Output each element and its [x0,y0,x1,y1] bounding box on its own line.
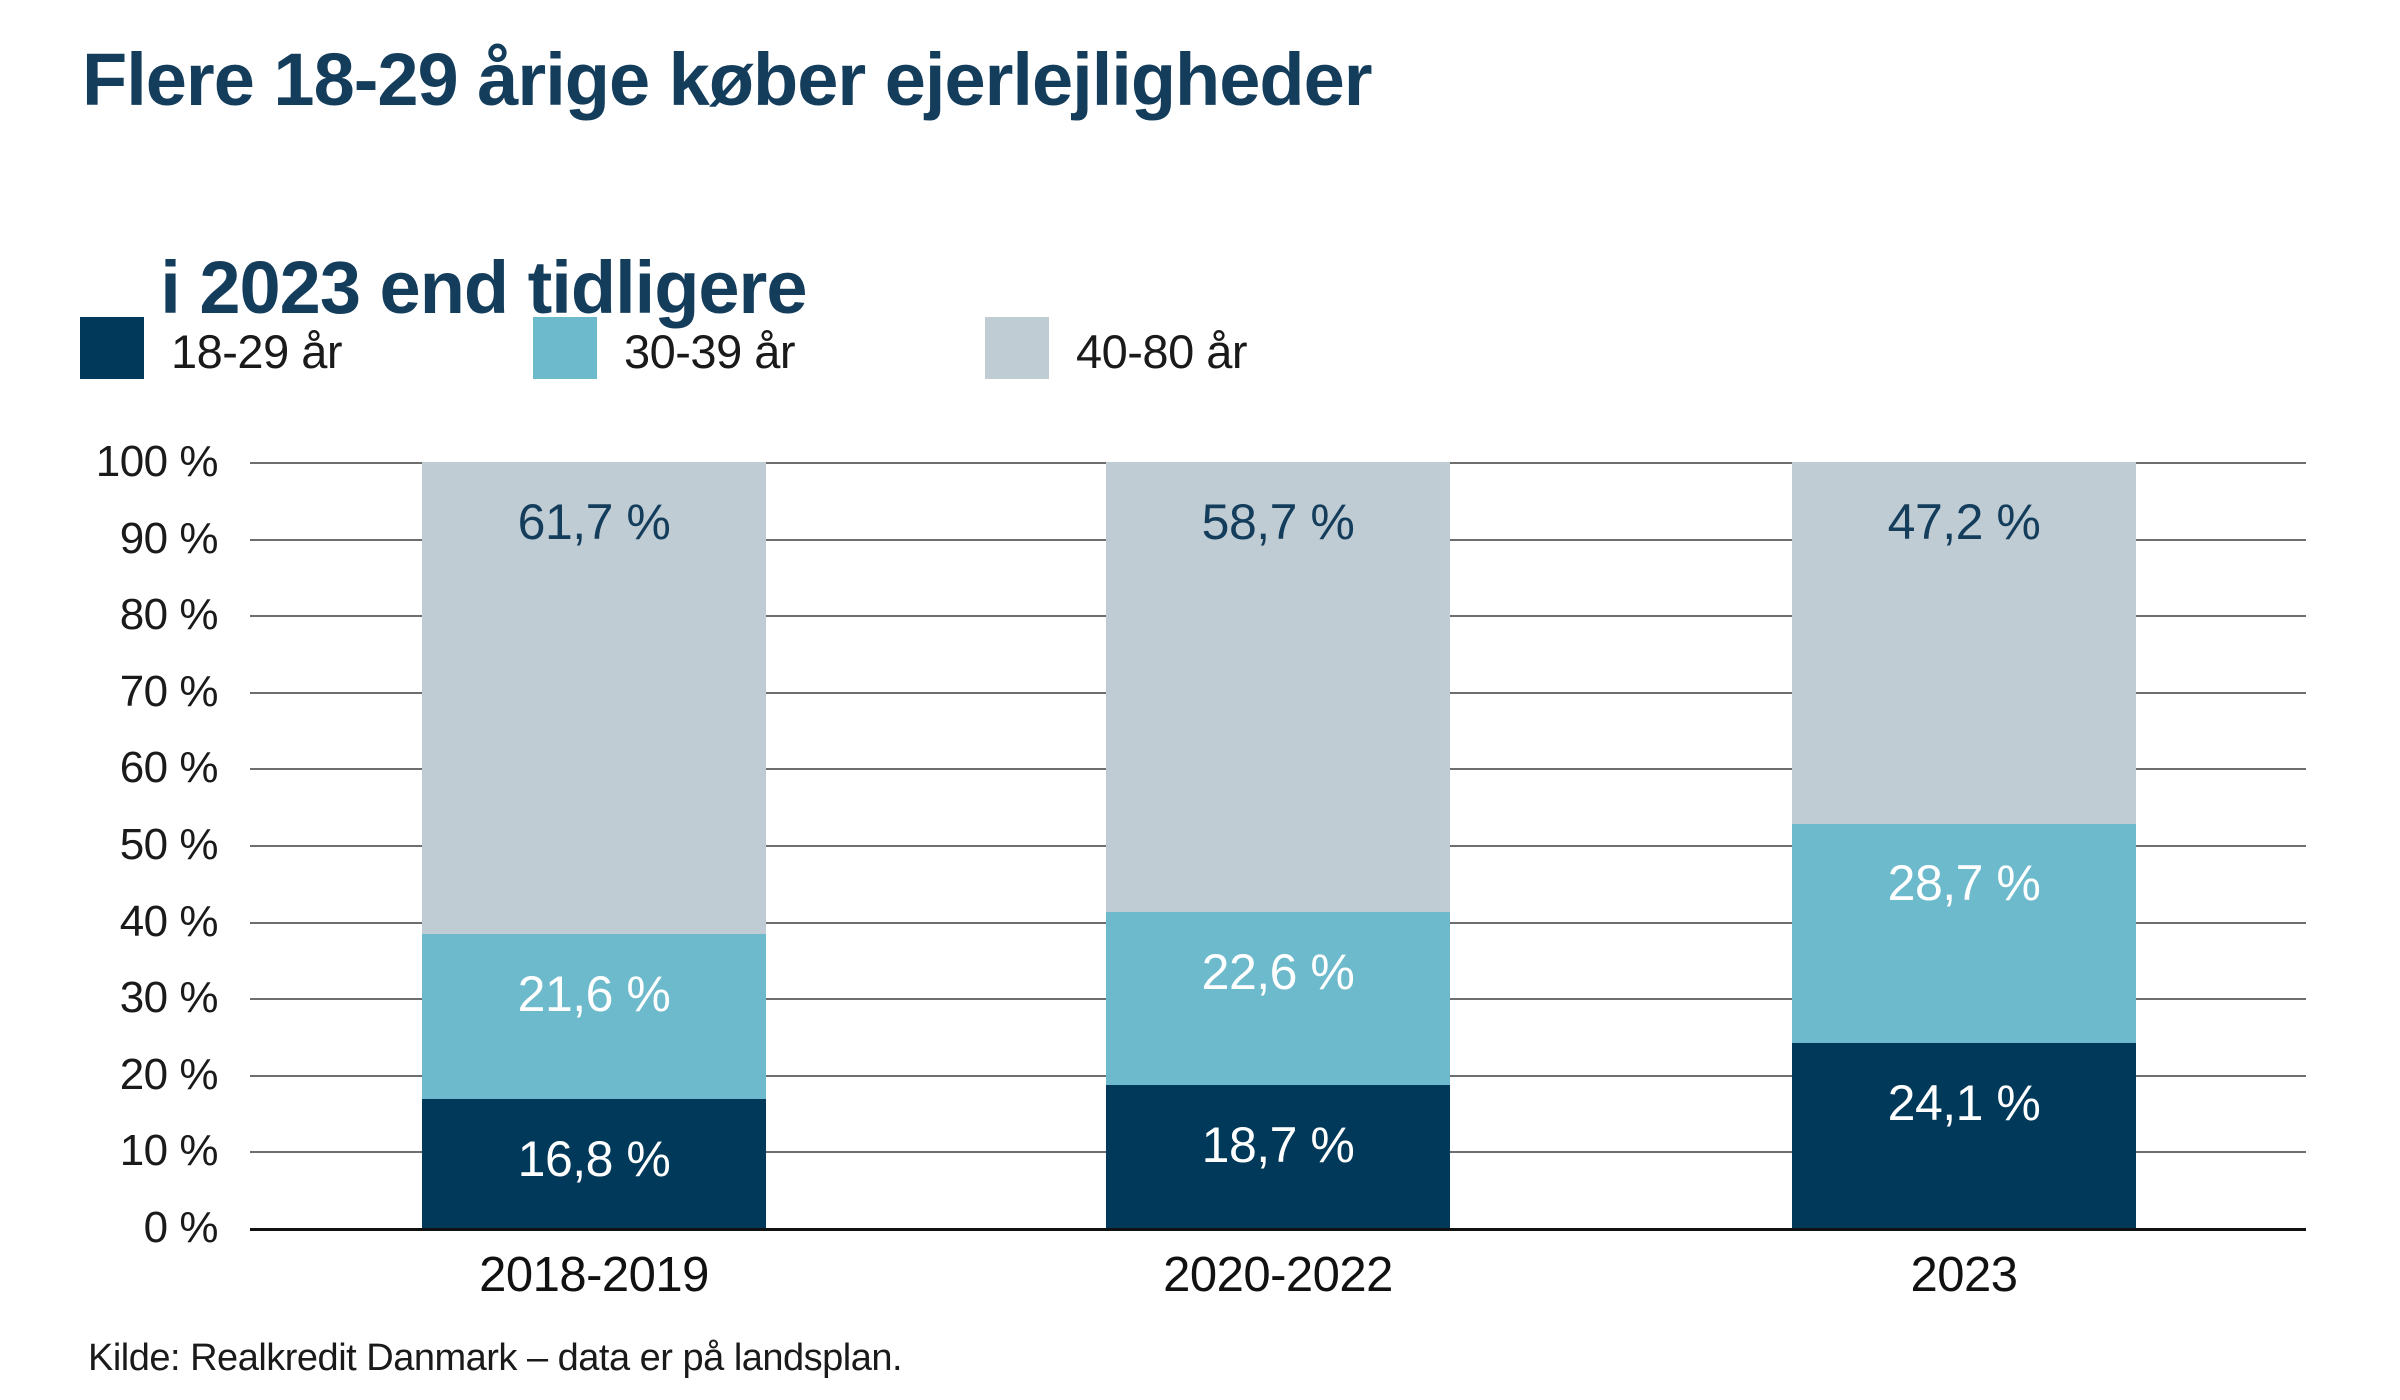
y-tick-label-50%: 50 % [119,820,219,869]
bar-segment-label-2023-40-80-r: 47,2 % [1887,494,2041,550]
bar-segment-label-2023-18-29-r: 24,1 % [1887,1075,2041,1131]
bar-2020-2022: 18,7 % 22,6 % 58,7 % [1106,462,1450,1228]
y-tick-label-30%: 30 % [119,973,219,1022]
legend-item-40-80-r: 40-80 år [985,316,1248,379]
bar-segment-2020-2022-30-39-r: 22,6 % [1106,912,1450,1085]
legend-label-1: 18-29 år [171,325,343,378]
y-tick-label-100%: 100 % [95,437,219,486]
y-tick-label-70%: 70 % [119,667,219,716]
x-axis-baseline [250,1228,2306,1231]
bar-segment-2018-2019-40-80-r: 61,7 % [422,462,766,934]
source-note: Kilde: Realkredit Danmark – data er på l… [88,1337,903,1379]
y-tick-label-0%: 0 % [143,1203,219,1252]
legend: 18-29 år 30-39 år 40-80 år [0,316,2400,382]
bar-2023: 24,1 % 28,7 % 47,2 % [1792,462,2136,1228]
bar-segment-label-2018-2019-40-80-r: 61,7 % [517,494,671,550]
bar-segment-2020-2022-40-80-r: 58,7 % [1106,462,1450,912]
plot-area: 100 % 90 % 80 % 70 % 60 % 50 % 40 % 30 % 20 % 10 … [96,437,2306,1252]
bar-segment-2018-2019-18-29-r: 16,8 % [422,1099,766,1228]
bar-segment-label-2023-30-39-r: 28,7 % [1887,855,2041,911]
chart-title-line-1: Flere 18-29 årige køber ejerlejligheder [82,38,1373,121]
bar-2018-2019: 16,8 % 21,6 % 61,7 % [422,462,766,1228]
y-tick-label-40%: 40 % [119,897,219,946]
bar-segment-2023-18-29-r: 24,1 % [1792,1043,2136,1228]
legend-swatch-3 [985,316,1049,379]
y-tick-label-20%: 20 % [119,1050,219,1099]
x-axis-label-2018-2019: 2018-2019 [479,1248,709,1302]
bar-segment-label-2020-2022-18-29-r: 18,7 % [1201,1117,1355,1173]
y-tick-label-80%: 80 % [119,590,219,639]
legend-label-2: 30-39 år [624,325,796,378]
legend-item-30-39-r: 30-39 år [533,316,796,379]
bar-segment-label-2020-2022-30-39-r: 22,6 % [1201,944,1355,1000]
y-tick-label-90%: 90 % [119,514,219,563]
y-tick-label-10%: 10 % [119,1126,219,1175]
y-tick-label-60%: 60 % [119,743,219,792]
bar-segment-2018-2019-30-39-r: 21,6 % [422,934,766,1099]
x-axis-label-2020-2022: 2020-2022 [1163,1248,1393,1302]
chart-title-line-2: i 2023 end tidligere [160,246,807,329]
bar-segment-2023-40-80-r: 47,2 % [1792,462,2136,824]
chart-title: Flere 18-29 årige køber ejerlejligheder … [82,28,1373,444]
bar-segment-label-2018-2019-30-39-r: 21,6 % [517,966,671,1022]
bar-segment-2020-2022-18-29-r: 18,7 % [1106,1085,1450,1228]
legend-label-3: 40-80 år [1076,325,1248,378]
legend-swatch-1 [80,316,144,379]
bar-segment-label-2018-2019-18-29-r: 16,8 % [517,1131,671,1187]
bar-segment-label-2020-2022-40-80-r: 58,7 % [1201,494,1355,550]
bar-segment-2023-30-39-r: 28,7 % [1792,823,2136,1043]
x-axis-label-2023: 2023 [1910,1248,2018,1302]
legend-item-18-29-r: 18-29 år [80,316,343,379]
legend-swatch-2 [533,316,597,379]
